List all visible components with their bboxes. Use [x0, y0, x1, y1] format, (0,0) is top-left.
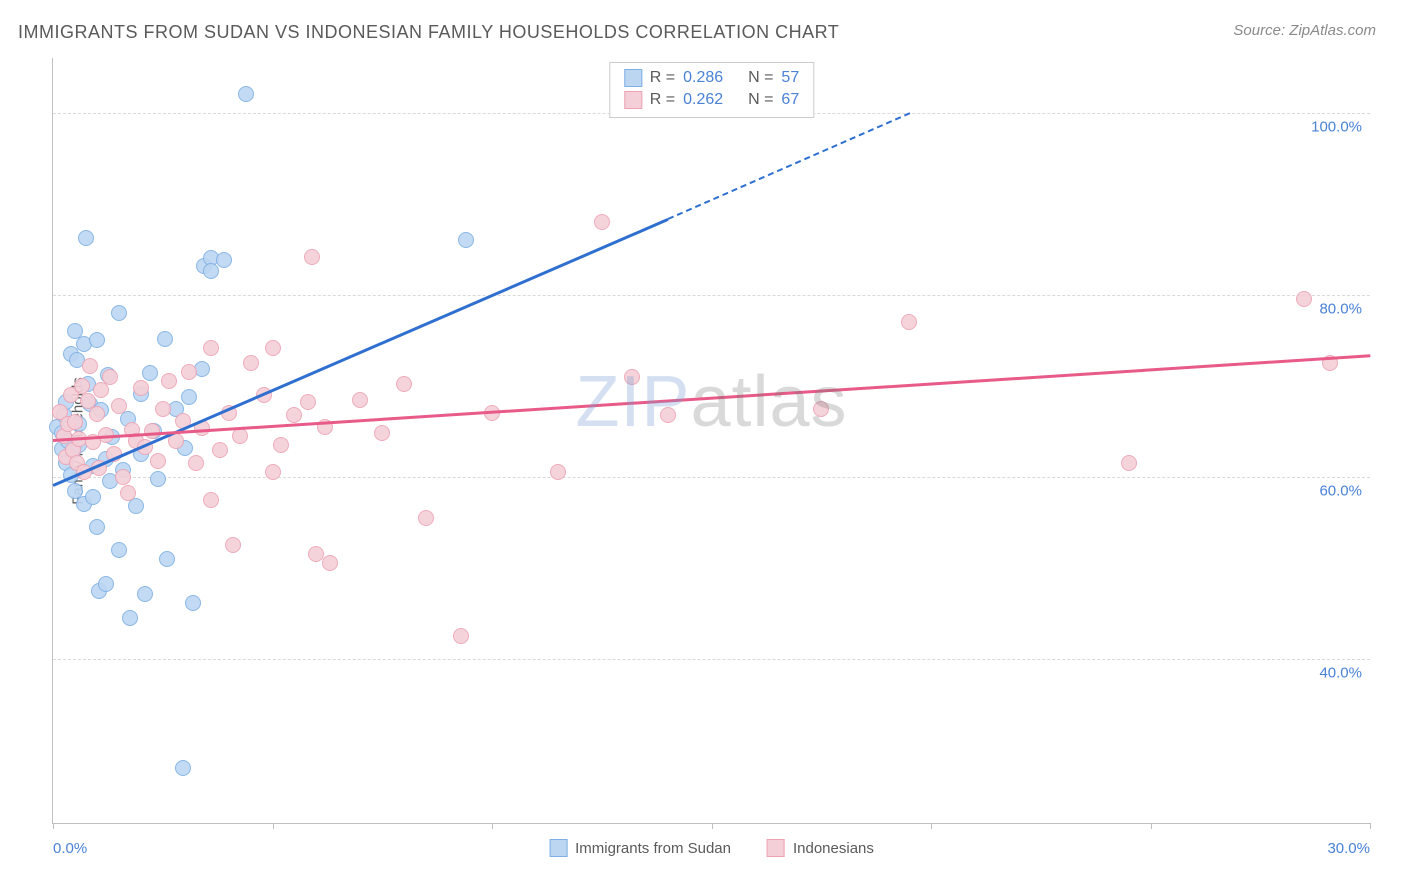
point-indonesian — [150, 453, 166, 469]
point-indonesian — [102, 369, 118, 385]
point-indonesian — [111, 398, 127, 414]
point-sudan — [137, 586, 153, 602]
swatch-indonesian-icon — [767, 839, 785, 857]
correlation-legend: R = 0.286 N = 57 R = 0.262 N = 67 — [609, 62, 814, 118]
point-indonesian — [265, 340, 281, 356]
point-sudan — [89, 519, 105, 535]
point-indonesian — [813, 401, 829, 417]
y-tick-label: 60.0% — [1319, 482, 1362, 499]
point-sudan — [122, 610, 138, 626]
series-legend: Immigrants from Sudan Indonesians — [549, 839, 874, 857]
legend-row-indonesian: R = 0.262 N = 67 — [624, 89, 799, 111]
source-label: Source: ZipAtlas.com — [1233, 22, 1376, 39]
x-tick — [1370, 823, 1371, 829]
point-indonesian — [212, 442, 228, 458]
legend-item-sudan: Immigrants from Sudan — [549, 839, 731, 857]
chart-area: Family Households ZIPatlas R = 0.286 N =… — [42, 58, 1370, 824]
swatch-indonesian — [624, 91, 642, 109]
point-sudan — [216, 252, 232, 268]
point-indonesian — [550, 464, 566, 480]
point-indonesian — [396, 376, 412, 392]
x-axis-min: 0.0% — [53, 840, 87, 857]
point-indonesian — [418, 510, 434, 526]
point-sudan — [159, 551, 175, 567]
swatch-sudan — [624, 69, 642, 87]
point-indonesian — [1121, 455, 1137, 471]
point-sudan — [111, 542, 127, 558]
point-indonesian — [82, 358, 98, 374]
x-axis-max: 30.0% — [1327, 840, 1370, 857]
point-indonesian — [133, 380, 149, 396]
gridline — [53, 477, 1370, 478]
point-indonesian — [1296, 291, 1312, 307]
legend-item-indonesian: Indonesians — [767, 839, 874, 857]
point-indonesian — [243, 355, 259, 371]
x-tick — [273, 823, 274, 829]
gridline — [53, 659, 1370, 660]
point-sudan — [458, 232, 474, 248]
gridline — [53, 295, 1370, 296]
swatch-sudan-icon — [549, 839, 567, 857]
point-indonesian — [115, 469, 131, 485]
point-sudan — [185, 595, 201, 611]
plot-area: ZIPatlas R = 0.286 N = 57 R = 0.262 N = … — [52, 58, 1370, 824]
x-tick — [712, 823, 713, 829]
point-sudan — [157, 331, 173, 347]
legend-row-sudan: R = 0.286 N = 57 — [624, 67, 799, 89]
point-indonesian — [374, 425, 390, 441]
point-sudan — [175, 760, 191, 776]
point-indonesian — [67, 414, 83, 430]
point-sudan — [85, 489, 101, 505]
x-tick — [931, 823, 932, 829]
point-sudan — [98, 576, 114, 592]
point-indonesian — [89, 406, 105, 422]
point-indonesian — [286, 407, 302, 423]
point-indonesian — [120, 485, 136, 501]
point-sudan — [142, 365, 158, 381]
y-tick-label: 40.0% — [1319, 665, 1362, 682]
point-sudan — [181, 389, 197, 405]
point-indonesian — [660, 407, 676, 423]
point-indonesian — [352, 392, 368, 408]
point-sudan — [78, 230, 94, 246]
point-sudan — [89, 332, 105, 348]
y-tick-label: 80.0% — [1319, 300, 1362, 317]
point-sudan — [238, 86, 254, 102]
point-indonesian — [161, 373, 177, 389]
point-indonesian — [624, 369, 640, 385]
point-sudan — [203, 263, 219, 279]
point-indonesian — [901, 314, 917, 330]
point-indonesian — [300, 394, 316, 410]
trend-line — [53, 218, 669, 486]
point-indonesian — [453, 628, 469, 644]
point-indonesian — [155, 401, 171, 417]
x-tick — [1151, 823, 1152, 829]
point-indonesian — [203, 340, 219, 356]
point-indonesian — [203, 492, 219, 508]
point-indonesian — [594, 214, 610, 230]
x-tick — [492, 823, 493, 829]
y-tick-label: 100.0% — [1311, 118, 1362, 135]
point-indonesian — [74, 378, 90, 394]
point-indonesian — [322, 555, 338, 571]
point-sudan — [150, 471, 166, 487]
point-sudan — [111, 305, 127, 321]
chart-header: IMMIGRANTS FROM SUDAN VS INDONESIAN FAMI… — [0, 0, 1406, 53]
point-indonesian — [188, 455, 204, 471]
point-indonesian — [304, 249, 320, 265]
point-indonesian — [273, 437, 289, 453]
x-tick — [53, 823, 54, 829]
chart-title: IMMIGRANTS FROM SUDAN VS INDONESIAN FAMI… — [18, 22, 839, 43]
trend-line — [667, 113, 909, 220]
point-indonesian — [225, 537, 241, 553]
point-indonesian — [181, 364, 197, 380]
point-indonesian — [265, 464, 281, 480]
point-indonesian — [232, 428, 248, 444]
